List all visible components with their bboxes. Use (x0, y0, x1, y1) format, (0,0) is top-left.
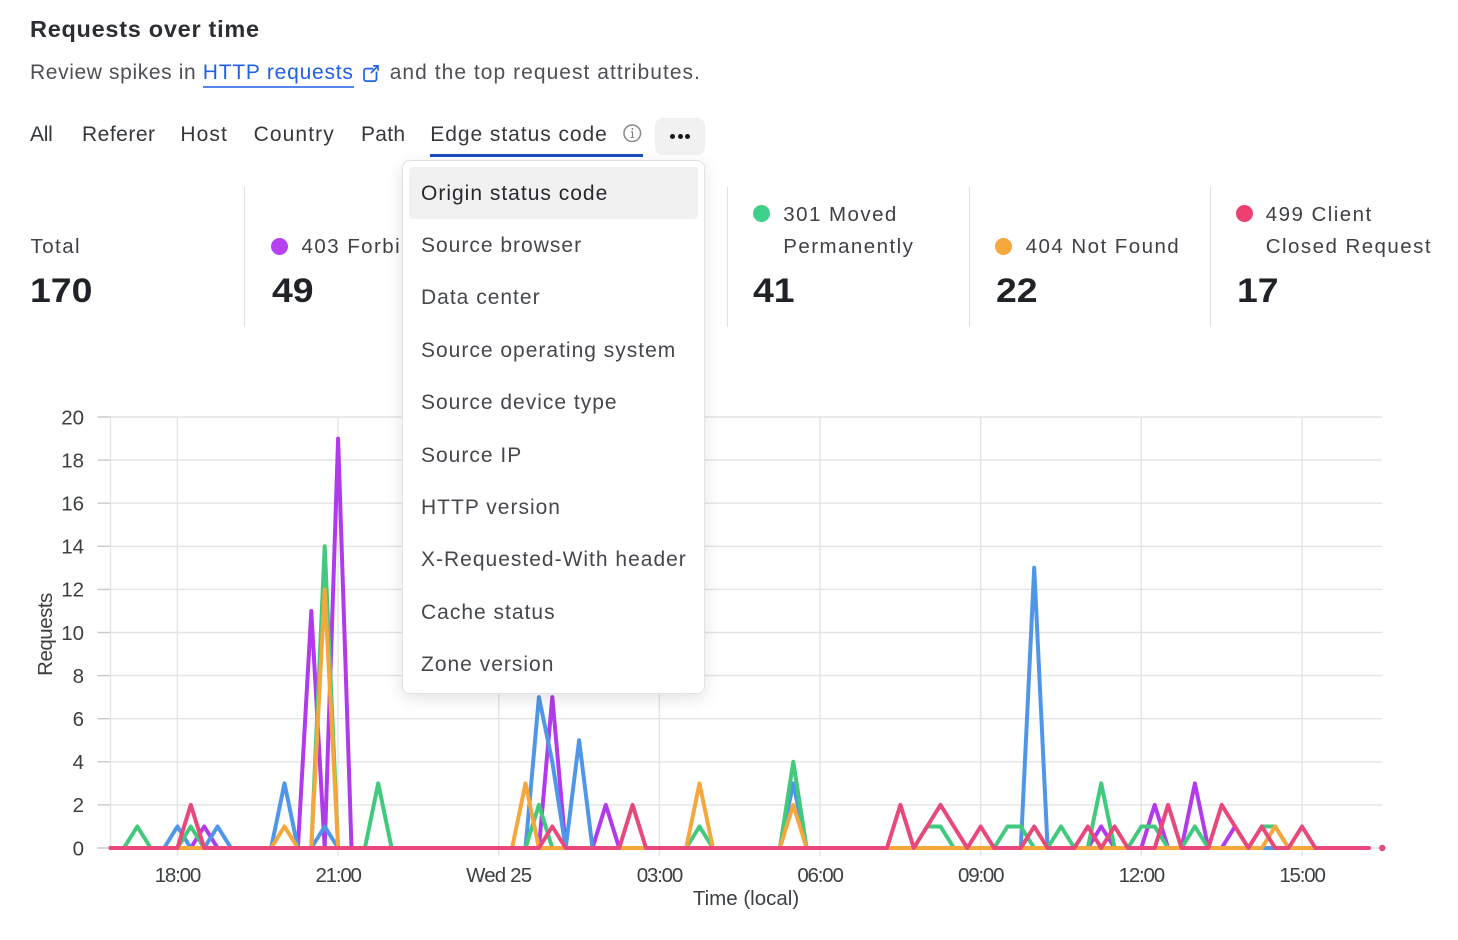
svg-text:6: 6 (73, 708, 84, 731)
svg-text:Wed 25: Wed 25 (466, 864, 532, 887)
svg-text:10: 10 (61, 622, 84, 645)
svg-text:4: 4 (73, 751, 84, 774)
svg-text:21:00: 21:00 (315, 864, 361, 887)
svg-text:09:00: 09:00 (958, 864, 1004, 887)
svg-text:12:00: 12:00 (1119, 864, 1165, 887)
svg-text:20: 20 (61, 406, 84, 429)
svg-text:03:00: 03:00 (637, 864, 683, 887)
svg-text:8: 8 (73, 665, 84, 688)
svg-text:Requests: Requests (34, 593, 57, 676)
svg-text:0: 0 (73, 837, 84, 860)
svg-text:15:00: 15:00 (1279, 864, 1325, 887)
svg-text:14: 14 (61, 536, 84, 559)
svg-text:18: 18 (61, 449, 84, 472)
svg-text:16: 16 (61, 493, 84, 516)
svg-text:06:00: 06:00 (797, 864, 843, 887)
svg-text:2: 2 (73, 794, 84, 817)
svg-text:18:00: 18:00 (155, 864, 201, 887)
svg-text:Time (local): Time (local) (693, 887, 799, 910)
svg-text:12: 12 (61, 579, 84, 602)
